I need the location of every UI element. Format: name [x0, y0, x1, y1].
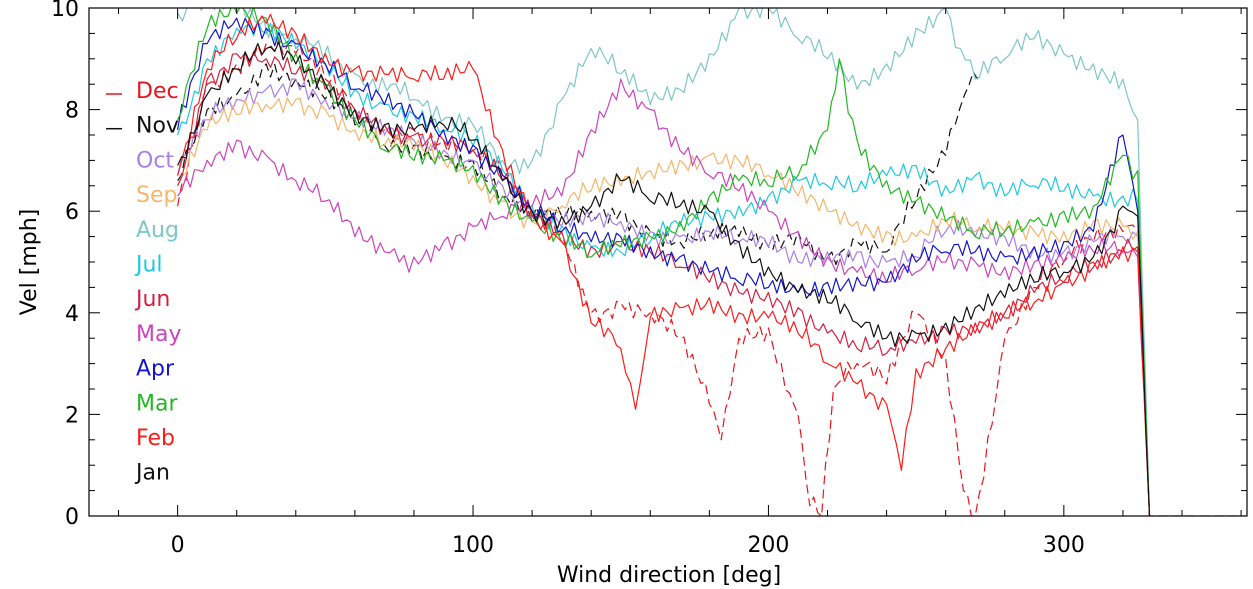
x-axis-label: Wind direction [deg]	[557, 563, 781, 588]
legend-label-feb: Feb	[136, 426, 175, 451]
y-tick-label: 10	[51, 0, 79, 22]
series-layer	[177, 8, 1247, 516]
x-tick-label: 0	[171, 533, 185, 558]
series-line-feb	[177, 13, 1151, 516]
series-line-apr	[177, 17, 1151, 516]
legend-label-nov: Nov	[136, 114, 179, 139]
series-line-oct	[177, 78, 1151, 516]
legend-label-apr: Apr	[136, 357, 175, 382]
y-tick-label: 0	[65, 505, 79, 530]
series-line-sep	[177, 97, 1151, 516]
y-tick-label: 4	[65, 302, 79, 327]
series-line-jun	[177, 51, 1151, 516]
legend-label-may: May	[136, 322, 181, 347]
series-line-jan	[177, 41, 1151, 516]
legend-label-oct: Oct	[136, 148, 174, 173]
x-tick-label: 300	[1043, 533, 1085, 558]
x-tick-label: 200	[747, 533, 789, 558]
legend-label-jul: Jul	[134, 253, 163, 278]
tick-layer: 0 100 200 300 0 2 4 6 8 10	[51, 0, 1247, 558]
y-tick-label: 6	[65, 200, 79, 225]
legend-label-jan: Jan	[134, 461, 170, 486]
legend: Dec Nov Oct Sep Aug Jul Jun May Apr Mar Feb Jan	[106, 79, 181, 486]
series-line-jul	[177, 20, 1151, 516]
legend-label-mar: Mar	[136, 391, 178, 416]
legend-label-sep: Sep	[136, 183, 177, 208]
series-line-aug	[177, 8, 1151, 516]
y-tick-label: 2	[65, 403, 79, 428]
series-line-dec	[177, 38, 1247, 516]
y-axis-label: Vel [mph]	[17, 209, 42, 316]
x-tick-label: 100	[452, 533, 494, 558]
series-line-may	[177, 78, 1151, 516]
legend-label-dec: Dec	[136, 79, 179, 104]
legend-label-aug: Aug	[136, 218, 179, 243]
y-tick-label: 8	[65, 99, 79, 124]
legend-label-jun: Jun	[134, 287, 170, 312]
